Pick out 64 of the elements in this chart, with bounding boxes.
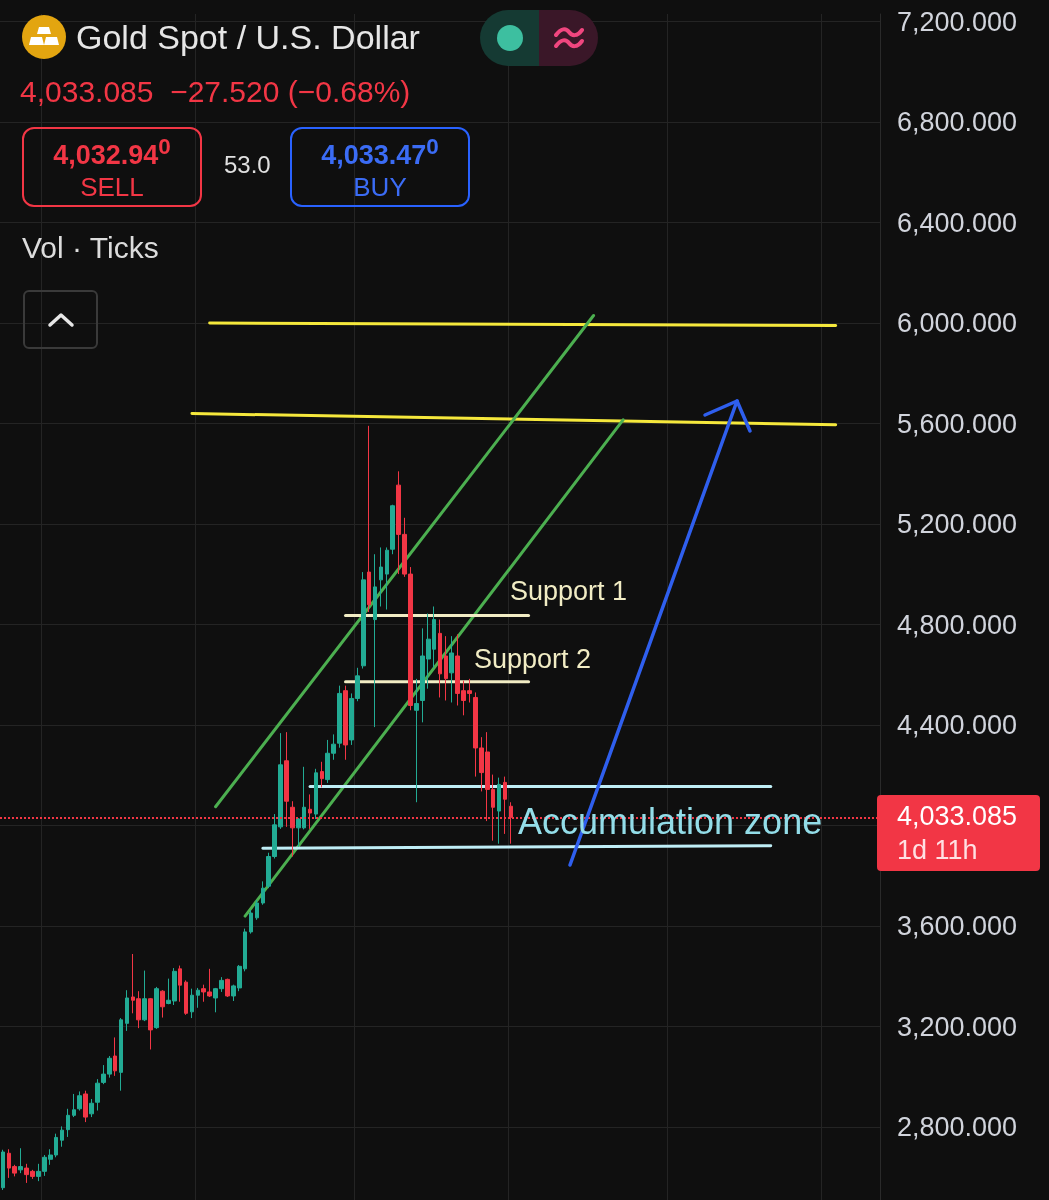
candlestick (148, 997, 153, 1050)
candlestick (18, 1147, 23, 1174)
y-tick-label: 5,600.000 (897, 408, 1018, 439)
candlestick (225, 978, 230, 998)
price-label: 4,033.085 1d 11h (877, 795, 1040, 872)
candlestick (320, 761, 324, 788)
y-tick-label: 2,800.000 (897, 1112, 1018, 1143)
candlestick (89, 1098, 94, 1118)
y-tick-label: 4,800.000 (897, 609, 1018, 640)
annotation: 4,033.47$^{0}$ (321, 133, 439, 171)
annotation: SELL (80, 171, 144, 203)
y-tick-label: 3,600.000 (897, 911, 1018, 942)
annotation: 53.0 (224, 150, 271, 180)
annotation: 4,032.94$^{0}$ (53, 133, 171, 171)
y-tick-label: 6,400.000 (897, 207, 1018, 238)
candlestick (379, 546, 383, 607)
candlestick (1, 1149, 5, 1191)
y-tick-label: 3,200.000 (897, 1011, 1018, 1042)
buy-button: 4,033.47$^{0}$ BUY (290, 127, 470, 207)
candlestick (361, 571, 366, 670)
annotation: BUY (353, 171, 407, 203)
series-label: Support 2 (474, 644, 592, 675)
candlestick (314, 768, 318, 820)
candlestick (142, 970, 147, 1022)
sell-button: 4,032.94$^{0}$ SELL (22, 127, 202, 207)
candlestick (497, 777, 501, 845)
candlestick (125, 989, 129, 1032)
candlestick (444, 635, 448, 701)
candlestick (184, 979, 188, 1016)
candlestick (255, 899, 259, 921)
candlestick (337, 685, 342, 749)
ref-line-label: 4,033.085 (897, 800, 1019, 834)
y-tick-label: 4,400.000 (897, 710, 1018, 741)
candlestick (119, 1017, 123, 1092)
candlestick (249, 909, 253, 935)
candlestick (414, 678, 419, 803)
candlestick (60, 1125, 64, 1148)
candlestick (113, 1036, 117, 1077)
candlestick (196, 987, 200, 1009)
candlestick (438, 619, 442, 698)
candlestick (95, 1078, 100, 1112)
y-tick-label: 5,200.000 (897, 509, 1018, 540)
candlestick (154, 986, 159, 1030)
candlestick (373, 553, 377, 728)
y-tick-label: 6,800.000 (897, 107, 1018, 138)
annotation: Vol · Ticks (22, 230, 159, 266)
candlestick (77, 1090, 82, 1112)
candlestick (261, 880, 265, 906)
candlestick (390, 504, 395, 555)
candlestick (343, 685, 348, 761)
candlestick (367, 425, 371, 613)
candlestick (190, 988, 194, 1019)
y-tick-label: 6,000.000 (897, 308, 1018, 339)
candlestick (72, 1093, 76, 1118)
candlestick (66, 1108, 70, 1138)
y-tick-label: 7,200.000 (897, 6, 1018, 37)
chart-title: Gold Spot / U.S. Dollar (76, 17, 420, 58)
candlestick (178, 965, 182, 1003)
candlestick (83, 1090, 88, 1123)
candlestick (449, 635, 454, 703)
candlestick (385, 546, 389, 611)
series-label: Support 1 (510, 576, 628, 607)
candlestick (160, 989, 165, 1019)
text: 4,033.085 −27.520 (−0.68%) (20, 74, 411, 110)
